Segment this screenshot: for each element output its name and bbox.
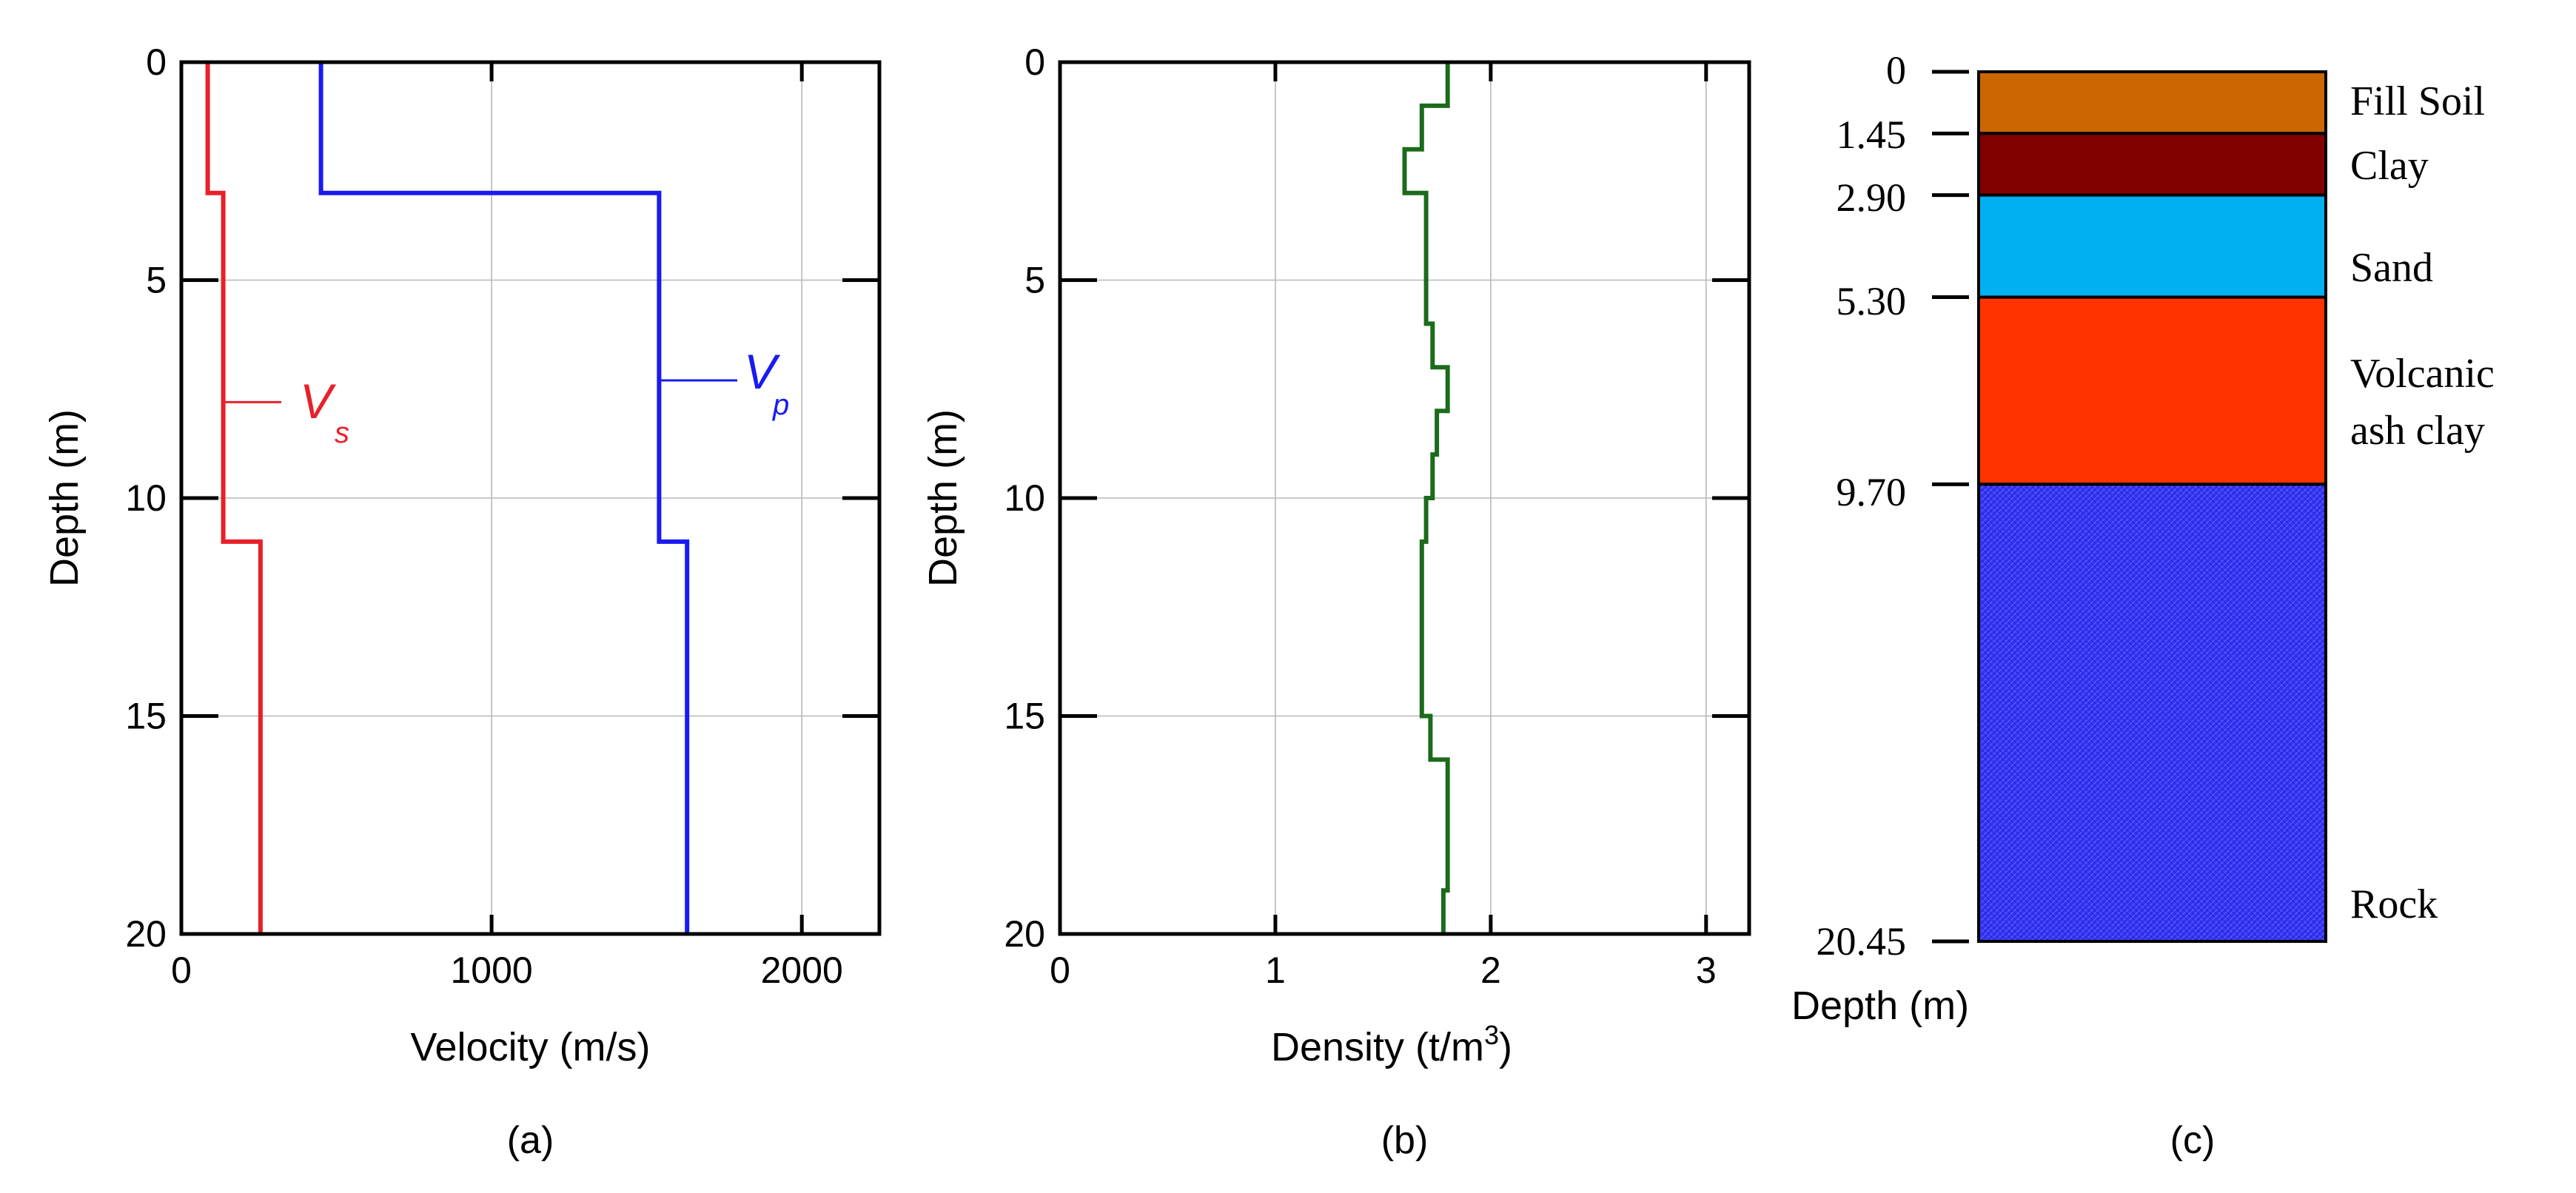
y-tick-label: 0 xyxy=(1024,41,1045,83)
panel-label: (a) xyxy=(507,1119,554,1162)
y-tick-label: 10 xyxy=(125,477,167,519)
x-tick-label: 2 xyxy=(1480,950,1501,991)
y-tick-label: 10 xyxy=(1004,477,1045,519)
velocity-chart: 0 1000 2000 0 5 10 15 20 Depth (m) (a) Velocity (m… xyxy=(42,41,882,1162)
vp-subscript: p xyxy=(772,389,789,421)
layer-volcanic-ash-clay xyxy=(1977,295,2327,486)
layer-label: Sand xyxy=(2350,245,2433,291)
y-tick-label: 15 xyxy=(1004,696,1045,737)
series-line-v-s xyxy=(205,62,263,934)
x-tick-label: 2000 xyxy=(761,950,843,991)
vs-subscript: s xyxy=(335,417,349,449)
vs-label: V xyxy=(300,374,337,429)
depth-tick-label: 1.45 xyxy=(1837,112,1907,157)
depth-tick-label: 2.90 xyxy=(1837,175,1907,220)
series-line-v-p xyxy=(318,62,690,934)
layer-label: Volcanic xyxy=(2350,351,2495,397)
x-tick-label: 0 xyxy=(171,950,192,991)
x-tick-label: 1 xyxy=(1265,950,1286,991)
depth-tick-label: 0 xyxy=(1886,48,1906,93)
x-tick-label: 1000 xyxy=(450,950,532,991)
y-tick-label: 5 xyxy=(146,260,167,301)
y-axis-title: Depth (m) xyxy=(42,409,87,587)
layer-label: Clay xyxy=(2350,143,2429,189)
x-tick-label: 3 xyxy=(1696,950,1717,991)
soil-column: Fill Soil Clay Sand Volcanic ash clay Rock 0 1.… xyxy=(1791,48,2495,1162)
layer-fill-soil xyxy=(1977,70,2327,135)
layer-label: Rock xyxy=(2350,881,2438,927)
layer-label: Fill Soil xyxy=(2350,78,2485,124)
y-tick-label: 15 xyxy=(125,696,167,737)
x-axis-title-superscript: 3 xyxy=(1484,1020,1499,1050)
depth-tick-label: 9.70 xyxy=(1837,470,1907,514)
y-tick-label: 5 xyxy=(1024,260,1045,301)
panel-label: (c) xyxy=(2170,1119,2216,1162)
x-axis-title-main: Density (t/m xyxy=(1271,1025,1484,1069)
series-line-density xyxy=(1402,62,1450,934)
x-axis-title: Density (t/m3) xyxy=(1271,1020,1512,1069)
layer-rock xyxy=(1977,483,2327,943)
y-tick-label: 20 xyxy=(1004,913,1045,955)
depth-tick-label: 20.45 xyxy=(1817,919,1907,964)
x-axis-title: Velocity (m/s) xyxy=(410,1025,650,1069)
depth-axis-title: Depth (m) xyxy=(1791,984,1969,1028)
y-tick-label: 0 xyxy=(146,41,167,83)
layer-sand xyxy=(1977,193,2327,299)
y-tick-label: 20 xyxy=(125,913,167,955)
x-axis-title-end: ) xyxy=(1499,1025,1512,1069)
panel-label: (b) xyxy=(1381,1119,1429,1162)
x-tick-label: 0 xyxy=(1050,950,1070,991)
y-axis-title: Depth (m) xyxy=(921,409,965,587)
layer-label: ash clay xyxy=(2350,408,2485,454)
layer-clay xyxy=(1977,132,2327,197)
vp-label: V xyxy=(744,344,781,399)
depth-tick-label: 5.30 xyxy=(1837,279,1907,323)
